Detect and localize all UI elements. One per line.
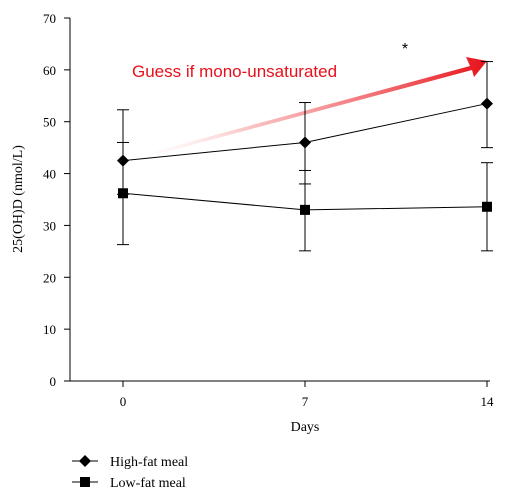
x-tick-label: 14 xyxy=(481,394,495,409)
y-axis-ticks: 0 10 20 30 40 50 60 70 xyxy=(43,11,70,389)
arrow-annotation-text: Guess if mono-unsaturated xyxy=(132,62,337,81)
legend-label-high-fat: High-fat meal xyxy=(110,455,188,470)
y-tick-label: 50 xyxy=(43,115,56,130)
plot-area xyxy=(117,61,493,252)
series-low-fat xyxy=(117,141,493,252)
diamond-icon xyxy=(79,455,91,467)
data-point xyxy=(299,136,311,149)
x-axis-ticks: 0 7 14 xyxy=(120,381,494,409)
data-point xyxy=(482,201,492,212)
x-axis-label: Days xyxy=(291,420,320,435)
annotation-arrow xyxy=(123,57,487,163)
y-tick-label: 0 xyxy=(50,374,57,389)
y-tick-label: 60 xyxy=(43,63,56,78)
square-icon xyxy=(80,477,90,487)
y-tick-label: 40 xyxy=(43,167,56,182)
y-tick-label: 70 xyxy=(43,11,56,26)
legend-label-low-fat: Low-fat meal xyxy=(110,476,186,491)
y-axis-label: 25(OH)D (nmol/L) xyxy=(11,145,26,253)
x-tick-label: 0 xyxy=(120,394,127,409)
x-tick-label: 7 xyxy=(302,394,309,409)
y-tick-label: 20 xyxy=(43,270,56,285)
data-point xyxy=(118,188,128,199)
y-tick-label: 10 xyxy=(43,322,56,337)
significance-marker: * xyxy=(402,41,408,58)
data-point xyxy=(300,204,310,215)
data-point xyxy=(481,97,493,110)
legend: High-fat meal Low-fat meal xyxy=(72,455,188,491)
y-tick-label: 30 xyxy=(43,218,56,233)
